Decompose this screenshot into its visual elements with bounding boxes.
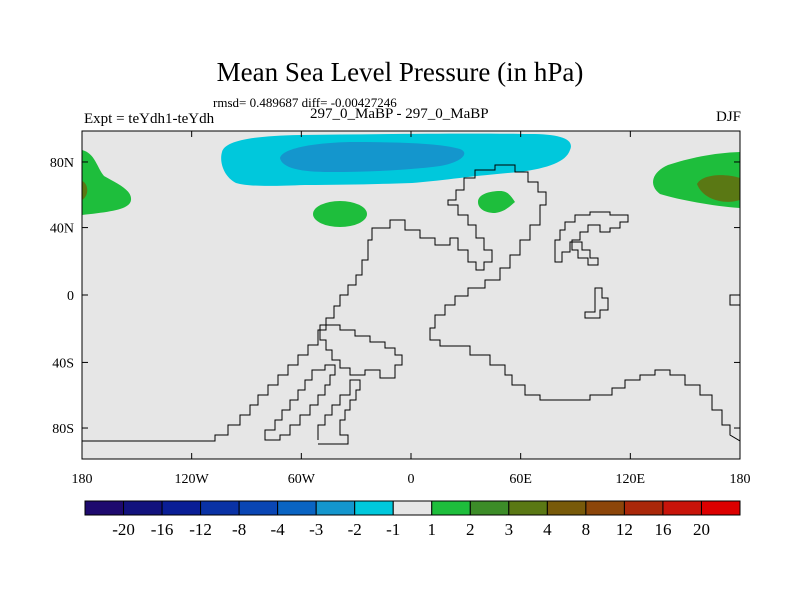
colorbar-swatch (354, 500, 394, 516)
positive-anomaly-central-asia (478, 191, 515, 213)
colorbar-swatch (277, 500, 317, 516)
coastline-southern-peninsula (264, 364, 336, 441)
colorbar-swatch (315, 500, 356, 516)
coastlines (82, 164, 740, 445)
colorbar-swatch (161, 500, 202, 516)
positive-anomaly-region-west (82, 150, 132, 215)
colorbar-label: 20 (693, 520, 710, 539)
colorbar-swatch (469, 500, 510, 516)
anomaly-fields (82, 133, 740, 227)
coastline-big-continent (82, 164, 740, 442)
colorbar-label: 8 (582, 520, 591, 539)
axis-labels: 180 120W 60W 0 60E 120E 180 80N 40N 0 40S 80S (50, 156, 751, 487)
coastline-small-island (584, 287, 609, 319)
coastline-southern-fragment (317, 379, 361, 445)
colorbar-label: 16 (654, 520, 671, 539)
colorbar-swatch (431, 500, 471, 516)
stats-line: rmsd= 0.489687 diff= -0.00427246 (213, 95, 397, 110)
colorbar-swatch (546, 500, 587, 516)
colorbar-swatch (623, 500, 664, 516)
positive-anomaly-mid-atlantic (313, 201, 367, 227)
colorbar-label: -8 (232, 520, 246, 539)
colorbar-label: 4 (543, 520, 552, 539)
coastline-eastern-landmass (554, 211, 629, 266)
colorbar-label: -1 (386, 520, 400, 539)
colorbar-swatch (700, 500, 741, 516)
positive-anomaly-core-east (697, 175, 740, 202)
x-tick-label: 120W (175, 472, 210, 487)
y-tick-label: 80S (52, 422, 74, 437)
colorbar-label: -4 (271, 520, 286, 539)
x-tick-label: 180 (72, 472, 93, 487)
figure-title: Mean Sea Level Pressure (in hPa) (216, 57, 584, 87)
x-tick-label: 120E (616, 472, 646, 487)
colorbar-label: 3 (505, 520, 514, 539)
colorbar-swatch (392, 500, 433, 516)
x-tick-label: 0 (408, 472, 415, 487)
colorbar-label: 12 (616, 520, 633, 539)
y-tick-label: 80N (50, 156, 74, 171)
colorbar-swatch (84, 500, 125, 516)
x-tick-label: 60E (509, 472, 532, 487)
y-tick-label: 40S (52, 356, 74, 371)
y-tick-label: 0 (67, 289, 74, 304)
colorbar-swatch (508, 500, 548, 516)
colorbar-label: -3 (309, 520, 323, 539)
coastline-island-chain (319, 324, 403, 379)
x-tick-label: 180 (730, 472, 751, 487)
comparison-label: 297_0_MaBP - 297_0_MaBP (310, 106, 489, 122)
colorbar-swatch (585, 500, 625, 516)
colorbar-label: -20 (112, 520, 135, 539)
positive-anomaly-core-west (82, 181, 88, 200)
axis-ticks (81, 131, 741, 459)
colorbar-label: -2 (348, 520, 362, 539)
colorbar-label: 2 (466, 520, 475, 539)
colorbar-label: 1 (428, 520, 437, 539)
colorbar-swatch (123, 500, 163, 516)
colorbar-swatch (662, 500, 702, 516)
colorbar-swatch (200, 500, 240, 516)
colorbar (84, 500, 741, 516)
season-label: DJF (715, 109, 741, 125)
y-tick-label: 40N (50, 222, 74, 237)
x-tick-label: 60W (288, 472, 316, 487)
colorbar-swatch (238, 500, 279, 516)
colorbar-labels: -20 -16 -12 -8 -4 -3 -2 -1 1 2 3 4 8 12 16 20 (112, 520, 710, 539)
colorbar-label: -12 (189, 520, 212, 539)
plot-background (82, 131, 740, 459)
experiment-label: Expt = teYdh1-teYdh (84, 111, 215, 127)
negative-anomaly-core (280, 142, 465, 172)
colorbar-label: -16 (151, 520, 174, 539)
